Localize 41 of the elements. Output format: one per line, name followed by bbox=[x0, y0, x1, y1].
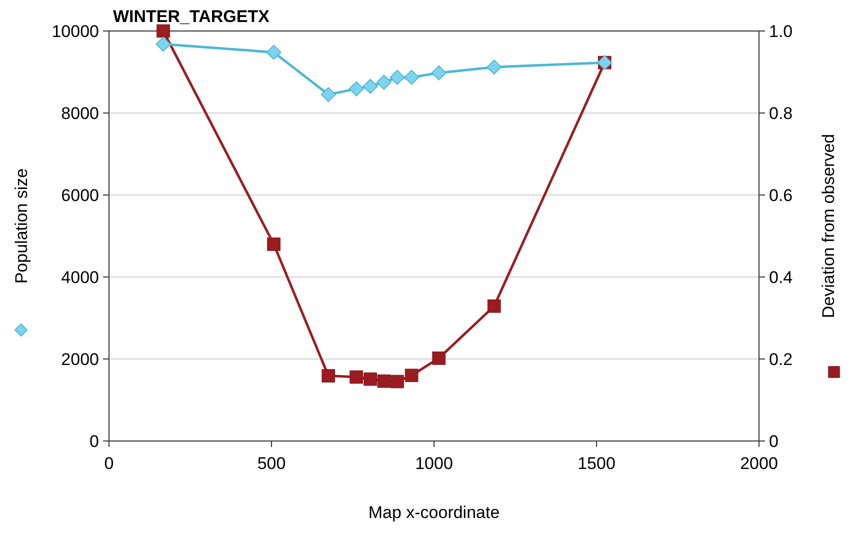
chart-title: WINTER_TARGETX bbox=[113, 7, 270, 26]
point bbox=[404, 368, 418, 382]
point bbox=[350, 370, 363, 384]
x-axis-title: Map x-coordinate bbox=[368, 503, 500, 522]
point bbox=[390, 70, 405, 85]
y-tick-label: 6000 bbox=[61, 186, 99, 205]
point bbox=[267, 238, 280, 251]
y-tick-label: 10000 bbox=[52, 22, 99, 41]
point bbox=[487, 299, 501, 313]
point bbox=[377, 374, 391, 388]
y-tick-label: 2000 bbox=[61, 350, 99, 369]
y2-tick-label: 0.6 bbox=[769, 186, 793, 205]
point bbox=[486, 60, 502, 75]
point bbox=[322, 369, 336, 382]
point bbox=[376, 74, 392, 90]
point bbox=[362, 78, 378, 94]
point bbox=[266, 44, 282, 60]
y2-tick-label: 0 bbox=[769, 432, 778, 451]
x-tick-label: 2000 bbox=[740, 454, 778, 473]
point bbox=[432, 352, 446, 365]
point bbox=[431, 65, 446, 80]
y2-tick-label: 1.0 bbox=[769, 22, 793, 41]
y-tick-label: 0 bbox=[90, 432, 99, 451]
y2-tick-label: 0.2 bbox=[769, 350, 793, 369]
y2-tick-label: 0.8 bbox=[769, 104, 793, 123]
x-tick-label: 500 bbox=[257, 454, 286, 473]
x-tick-label: 1000 bbox=[415, 454, 453, 473]
point bbox=[390, 374, 404, 388]
point bbox=[364, 372, 377, 386]
x-tick-label: 0 bbox=[104, 454, 114, 473]
x-tick-label: 1500 bbox=[578, 454, 616, 473]
point bbox=[156, 36, 171, 52]
y-tick-label: 8000 bbox=[61, 104, 99, 123]
point bbox=[320, 87, 336, 102]
y2-axis-title: Deviation from observed bbox=[819, 134, 838, 318]
point bbox=[348, 81, 364, 96]
point bbox=[156, 24, 170, 38]
y2-tick-label: 0.4 bbox=[769, 268, 793, 287]
point bbox=[404, 70, 420, 85]
y-tick-label: 4000 bbox=[61, 268, 99, 287]
y-axis-title: Population size bbox=[12, 168, 31, 284]
